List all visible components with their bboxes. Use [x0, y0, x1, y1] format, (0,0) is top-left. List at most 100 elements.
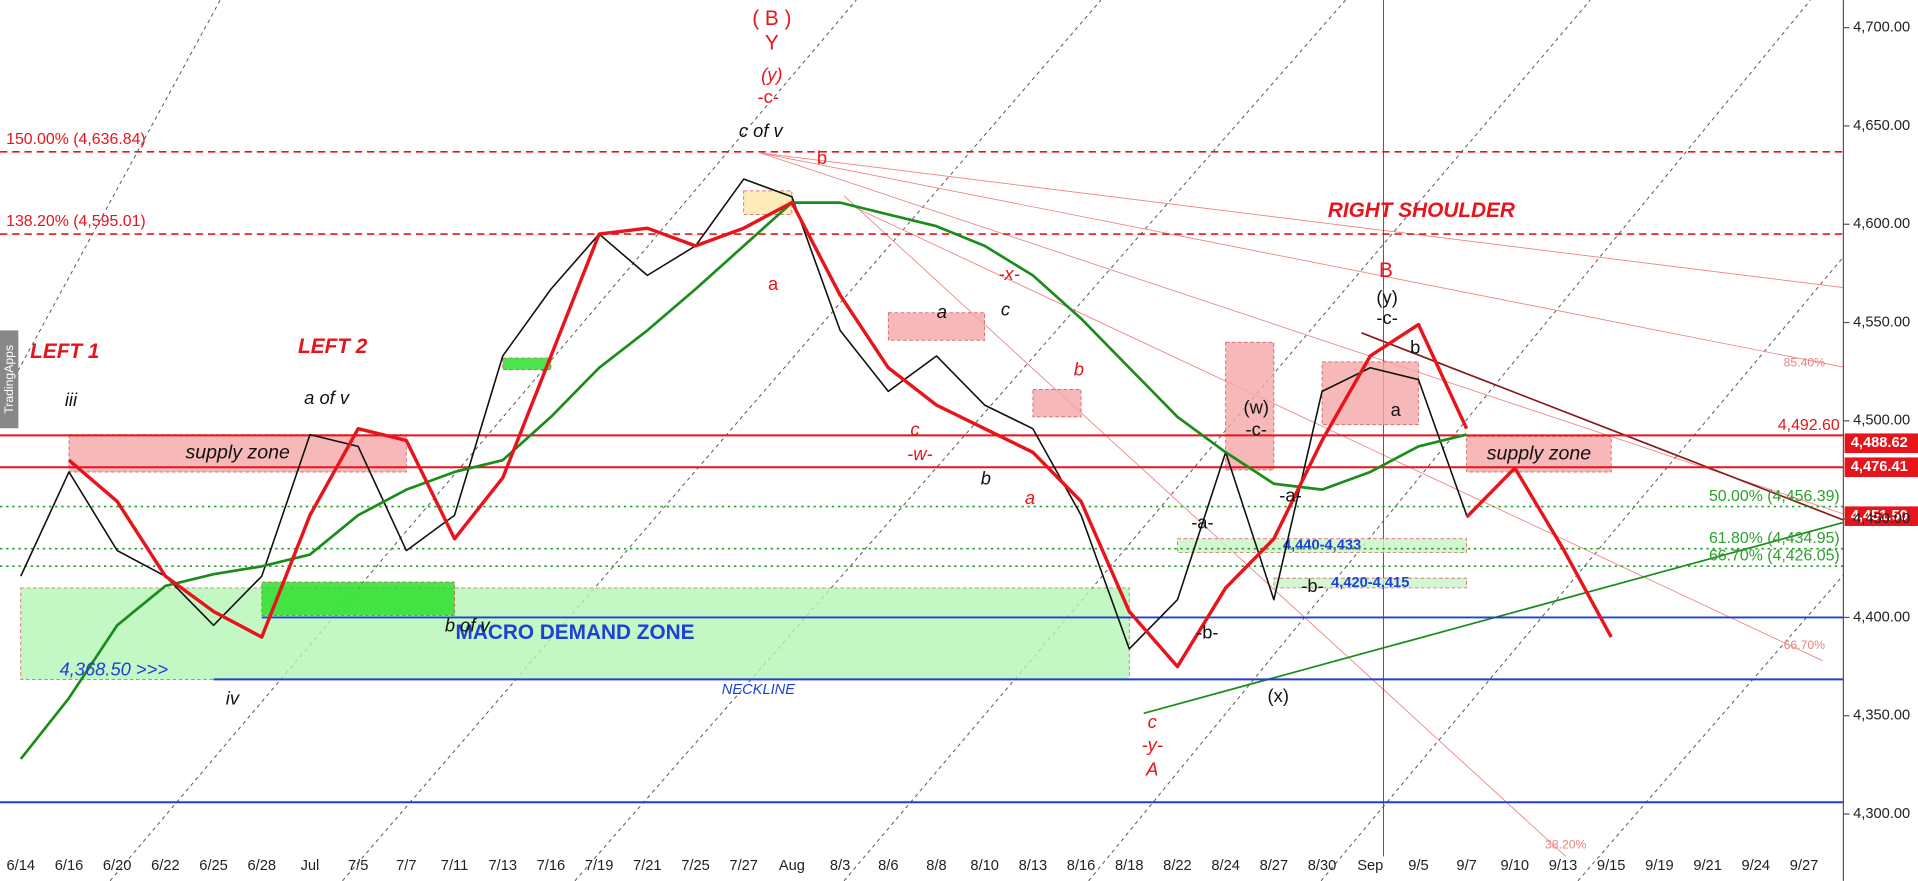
- x-tick-label: 9/10: [1501, 858, 1530, 874]
- annotation: (y): [1376, 286, 1397, 307]
- annotation: -a-: [1279, 485, 1301, 506]
- x-tick-label: 9/5: [1408, 858, 1428, 874]
- annotation: iii: [65, 389, 78, 410]
- x-tick-label: 9/24: [1742, 858, 1771, 874]
- zone: [1466, 436, 1612, 473]
- x-tick-label: 9/21: [1693, 858, 1722, 874]
- x-tick-label: 6/16: [55, 858, 84, 874]
- annotation: -b-: [1196, 622, 1218, 643]
- annotation: B: [1379, 259, 1393, 282]
- x-tick-label: 6/28: [248, 858, 277, 874]
- annotation: (x): [1268, 685, 1289, 706]
- annotation: 4,368.50 >>>: [59, 658, 168, 679]
- y-tick-label: 4,400.00: [1853, 609, 1910, 625]
- x-tick-label: Aug: [779, 858, 805, 874]
- annotation: -c-: [1246, 419, 1267, 440]
- zone: [1225, 341, 1275, 471]
- annotation: b: [1410, 337, 1420, 358]
- series-line: [1465, 466, 1613, 638]
- y-tick-label: 4,500.00: [1853, 413, 1910, 429]
- series-line: [19, 201, 1467, 760]
- annotation: 38.20%: [1545, 838, 1587, 852]
- annotation: (y): [761, 64, 782, 85]
- y-tick-label: 4,600.00: [1853, 216, 1910, 232]
- x-tick-label: 7/16: [537, 858, 566, 874]
- watermark-box: [0, 330, 19, 429]
- annotation: a: [937, 301, 947, 322]
- x-tick-label: 9/27: [1790, 858, 1819, 874]
- annotation: -w-: [907, 443, 932, 464]
- annotation: c of v: [739, 120, 785, 141]
- level-label: 4,492.60: [1778, 417, 1840, 434]
- annotation: NECKLINE: [722, 682, 796, 698]
- x-tick-label: 7/5: [348, 858, 368, 874]
- x-tick-label: 7/13: [488, 858, 517, 874]
- x-tick-label: 6/22: [151, 858, 180, 874]
- annotation: c: [910, 419, 919, 440]
- zone-label: supply zone: [185, 441, 290, 463]
- annotation: a of v: [304, 387, 351, 408]
- price-tag: [1844, 433, 1918, 453]
- level-label: 66.70% (4,426.05): [1709, 548, 1840, 565]
- x-tick-label: Sep: [1357, 858, 1383, 874]
- x-tick-label: 7/21: [633, 858, 662, 874]
- level-label: 138.20% (4,595.01): [6, 213, 146, 230]
- annotation: a: [768, 273, 779, 294]
- zone-label: 4,420-4,415: [1331, 575, 1409, 591]
- y-tick-label: 4,550.00: [1853, 314, 1910, 330]
- zone: [887, 312, 986, 341]
- x-tick-label: 8/6: [878, 858, 898, 874]
- zone-label: supply zone: [1487, 442, 1592, 464]
- annotation: a: [1391, 399, 1402, 420]
- annotation: -x-: [998, 263, 1019, 284]
- annotation: -c-: [757, 86, 778, 107]
- annotation: iv: [226, 688, 241, 709]
- x-tick-label: 7/11: [441, 858, 468, 874]
- x-tick-label: 7/7: [396, 858, 416, 874]
- x-tick-label: 8/24: [1211, 858, 1240, 874]
- zone: [261, 581, 455, 616]
- zone: [502, 357, 552, 371]
- x-tick-label: 9/13: [1549, 858, 1578, 874]
- annotation: b: [981, 467, 991, 488]
- x-tick-label: 6/14: [7, 858, 36, 874]
- annotation: b: [817, 147, 827, 168]
- annotation: Y: [765, 32, 779, 55]
- y-tick-label: 4,350.00: [1853, 708, 1910, 724]
- zone: [1032, 389, 1082, 418]
- x-tick-label: 8/27: [1260, 858, 1289, 874]
- annotation: 66.70%: [1784, 638, 1826, 652]
- zone: [20, 587, 1130, 680]
- annotation: LEFT 2: [298, 335, 368, 358]
- y-tick-label: 4,650.00: [1853, 118, 1910, 134]
- zone: [1273, 577, 1468, 589]
- level-label: 50.00% (4,456.39): [1709, 488, 1840, 505]
- x-tick-label: 9/19: [1645, 858, 1674, 874]
- annotation: -b-: [1301, 575, 1323, 596]
- x-tick-label: 8/10: [970, 858, 999, 874]
- level-label: 61.80% (4,434.95): [1709, 530, 1840, 547]
- y-tick-label: 4,450.00: [1853, 511, 1910, 527]
- annotation: -a-: [1191, 512, 1213, 533]
- series-line: [67, 200, 1469, 669]
- annotation: b of v: [445, 614, 492, 635]
- x-tick-label: Jul: [301, 858, 320, 874]
- x-tick-label: 8/16: [1067, 858, 1096, 874]
- x-tick-label: 7/25: [681, 858, 710, 874]
- annotation: ( B ): [752, 7, 791, 30]
- zone-label: 4,440-4,433: [1283, 538, 1361, 554]
- annotation: A: [1145, 759, 1158, 780]
- price-tag: [1844, 457, 1918, 478]
- x-tick-label: 8/13: [1019, 858, 1048, 874]
- annotation: 85.40%: [1784, 356, 1826, 370]
- price-tag: [1844, 506, 1918, 526]
- annotation: (w): [1244, 397, 1269, 418]
- price-tag-label: 4,488.62: [1851, 435, 1908, 451]
- annotation: RIGHT SHOULDER: [1328, 199, 1515, 222]
- x-tick-label: 9/7: [1456, 858, 1476, 874]
- price-tag-label: 4,476.41: [1851, 459, 1908, 475]
- annotation: LEFT 1: [30, 340, 99, 363]
- annotation: c: [1001, 299, 1010, 320]
- watermark: TradingApps: [2, 345, 16, 414]
